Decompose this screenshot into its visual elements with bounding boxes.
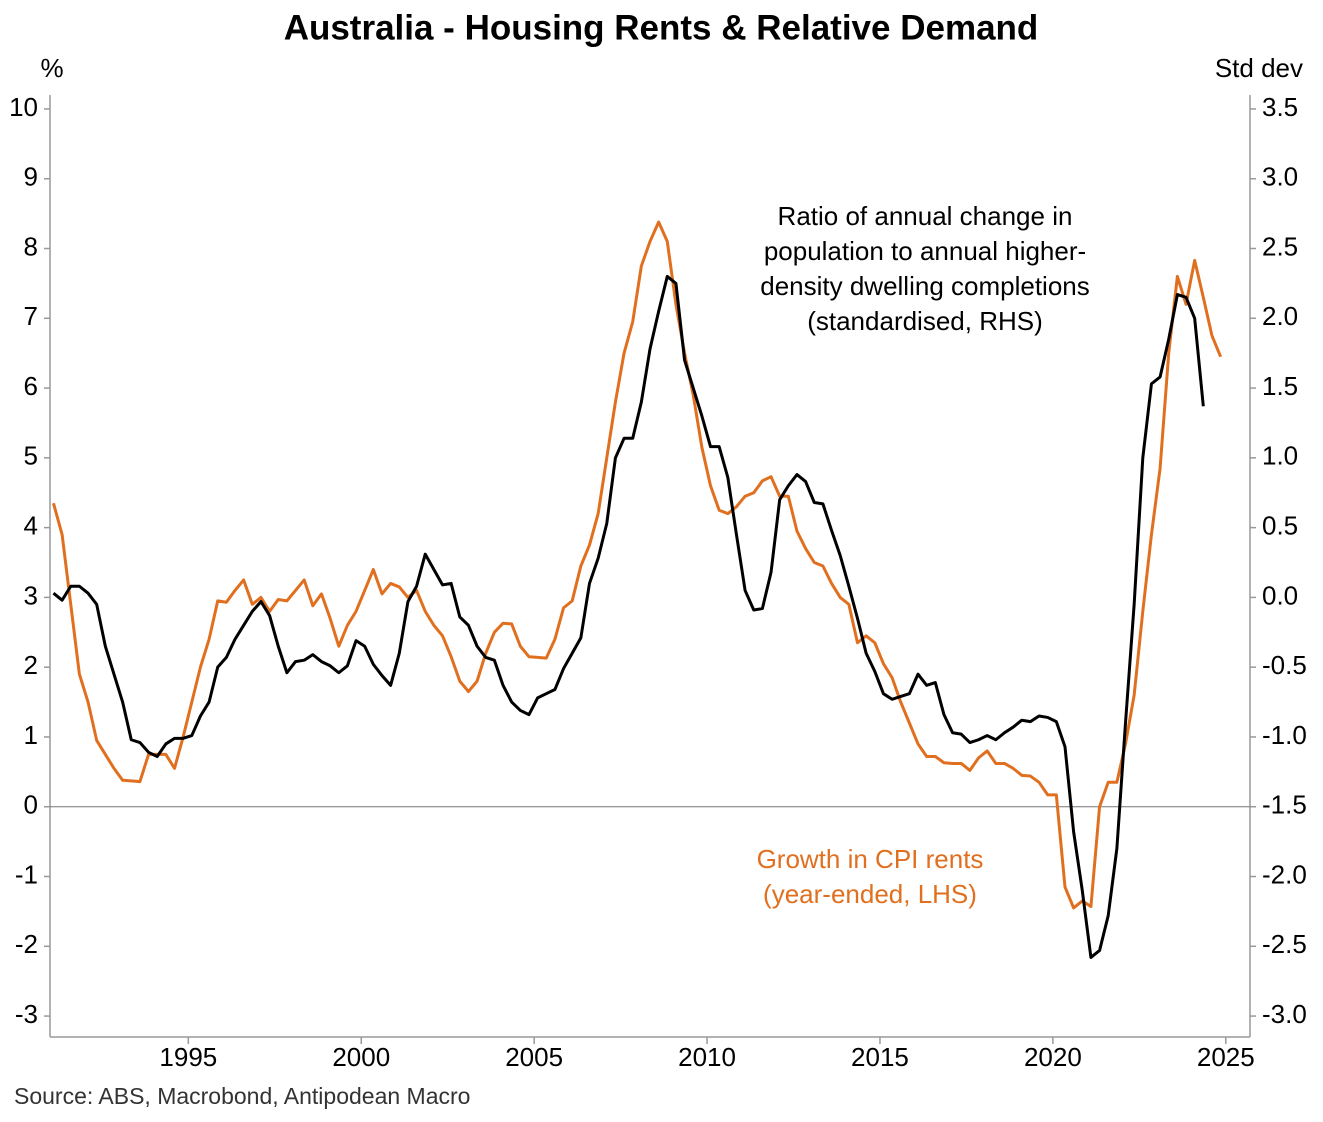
y2-tick-label: 0.5	[1262, 510, 1298, 540]
y-tick-label: 0	[24, 790, 38, 820]
y2-tick-label: -2.0	[1262, 859, 1307, 889]
y2-axis-label: Std dev	[1215, 53, 1303, 83]
y2-tick-label: -1.0	[1262, 720, 1307, 750]
y2-tick-label: 3.5	[1262, 92, 1298, 122]
y-tick-label: 5	[24, 441, 38, 471]
x-tick-label: 1995	[159, 1042, 217, 1072]
x-tick-label: 2000	[332, 1042, 390, 1072]
series-line	[52, 274, 1205, 959]
annotation: (standardised, RHS)	[807, 306, 1043, 336]
series-line	[52, 220, 1222, 910]
y2-tick-label: -0.5	[1262, 650, 1307, 680]
y2-tick-label: -3.0	[1262, 999, 1307, 1029]
y2-tick-label: 2.0	[1262, 301, 1298, 331]
y2-tick-label: -2.5	[1262, 929, 1307, 959]
x-tick-label: 2005	[505, 1042, 563, 1072]
x-tick-label: 2015	[851, 1042, 909, 1072]
y-tick-label: 8	[24, 231, 38, 261]
y2-tick-label: 2.5	[1262, 231, 1298, 261]
y2-tick-label: 1.0	[1262, 441, 1298, 471]
x-tick-label: 2010	[678, 1042, 736, 1072]
y-tick-label: -3	[15, 999, 38, 1029]
y-tick-label: 9	[24, 162, 38, 192]
y-tick-label: 10	[9, 92, 38, 122]
y-tick-label: -1	[15, 859, 38, 889]
source-note: Source: ABS, Macrobond, Antipodean Macro	[14, 1083, 470, 1109]
y2-tick-label: 1.5	[1262, 371, 1298, 401]
y-axis-label: %	[40, 53, 63, 83]
y-tick-label: -2	[15, 929, 38, 959]
x-tick-label: 2025	[1197, 1042, 1255, 1072]
y-tick-label: 1	[24, 720, 38, 750]
annotation: Ratio of annual change in	[778, 201, 1073, 231]
annotation: (year-ended, LHS)	[763, 879, 977, 909]
chart-title: Australia - Housing Rents & Relative Dem…	[284, 8, 1039, 47]
annotation: Growth in CPI rents	[757, 844, 984, 874]
y2-tick-label: -1.5	[1262, 790, 1307, 820]
y2-tick-label: 3.0	[1262, 162, 1298, 192]
y2-tick-label: 0.0	[1262, 580, 1298, 610]
y-tick-label: 7	[24, 301, 38, 331]
x-tick-label: 2020	[1024, 1042, 1082, 1072]
y-tick-label: 4	[24, 510, 38, 540]
y-tick-label: 6	[24, 371, 38, 401]
y-tick-label: 3	[24, 580, 38, 610]
annotation: density dwelling completions	[760, 271, 1090, 301]
y-tick-label: 2	[24, 650, 38, 680]
annotation: population to annual higher-	[764, 236, 1086, 266]
